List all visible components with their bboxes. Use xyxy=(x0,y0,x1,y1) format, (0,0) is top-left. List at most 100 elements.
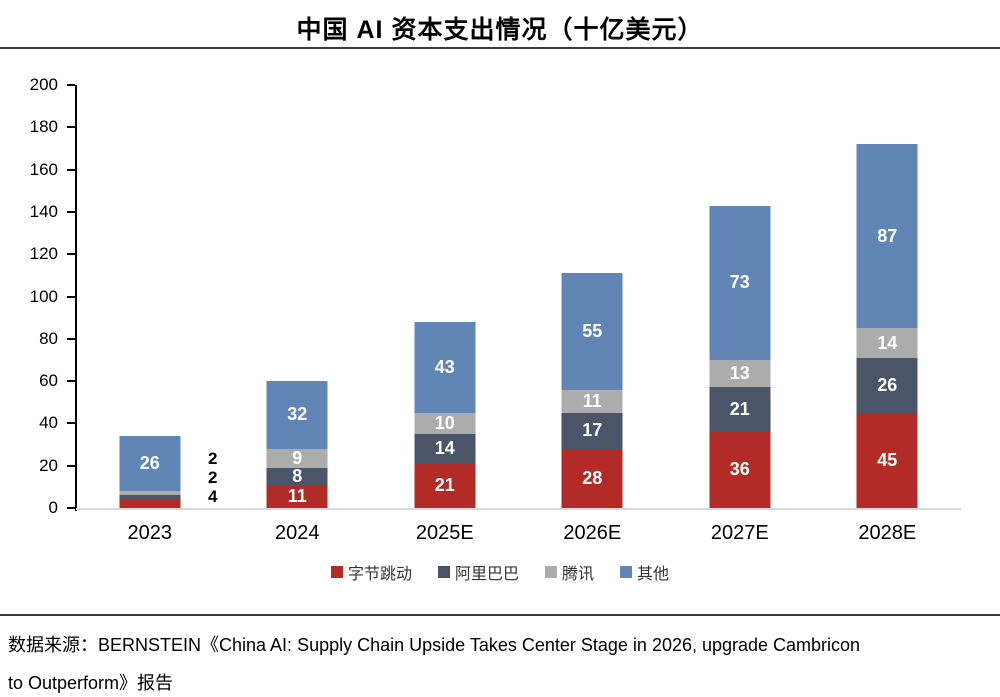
stacked-bar: 11 8 9 32 xyxy=(266,381,328,508)
legend-swatch xyxy=(437,566,450,578)
y-axis-tick-label: 20 xyxy=(39,455,58,475)
chart-title: 中国 AI 资本支出情况（十亿美元） xyxy=(296,16,704,44)
bar-value-label: 28 xyxy=(582,467,603,488)
x-axis-label: 2025E xyxy=(415,522,474,544)
stacked-bar: 45 26 14 87 xyxy=(856,144,918,508)
bar-slot-2027E: 36 21 13 73 2027E xyxy=(666,85,814,543)
bar-value-label: 11 xyxy=(287,485,307,506)
bar-slot-2025E: 21 14 10 43 2025E xyxy=(371,85,519,543)
bar-slot-2026E: 28 17 11 55 2026E xyxy=(519,85,667,543)
stacked-bar: 21 14 10 43 xyxy=(414,321,476,508)
bar-segment: 32 xyxy=(266,381,328,449)
bar-segment: 21 xyxy=(709,387,771,432)
bar-value-label: 32 xyxy=(287,404,308,425)
bar-segment: 14 xyxy=(414,433,476,464)
bar-value-label: 10 xyxy=(434,412,455,433)
stacked-bar: 28 17 11 55 xyxy=(561,273,623,508)
y-axis-tick xyxy=(67,253,75,256)
bar-segment: 14 xyxy=(856,328,918,358)
y-axis-tick xyxy=(67,464,75,467)
y-axis-tick xyxy=(67,380,75,383)
y-axis-tick-label: 140 xyxy=(29,201,58,221)
y-axis-tick-label: 200 xyxy=(29,75,58,94)
bottom-divider xyxy=(0,614,1000,616)
x-axis-label: 2023 xyxy=(127,522,173,544)
bar-slot-2023: 26 2 2 4 2023 xyxy=(76,85,226,543)
legend-item: 其他 xyxy=(620,560,669,584)
bar-value-label: 55 xyxy=(582,320,603,341)
legend: 字节跳动 阿里巴巴 腾讯 其他 xyxy=(0,560,1000,584)
bar-segment: 9 xyxy=(266,447,328,468)
bar-segment: 26 xyxy=(119,436,181,492)
bars-container: 26 2 2 4 2023 11 8 9 32 2024 21 14 10 43 2025E 28 17 11 55… xyxy=(76,85,962,543)
legend-swatch xyxy=(620,566,633,578)
bar-value-label: 11 xyxy=(582,390,602,411)
y-axis-tick-label: 120 xyxy=(29,244,58,264)
x-axis-label: 2028E xyxy=(858,522,917,544)
bar-segment xyxy=(119,495,181,500)
bar-value-label: 26 xyxy=(139,453,160,474)
y-axis-tick xyxy=(67,337,75,340)
bar-segment: 21 xyxy=(414,463,476,508)
y-axis-tick xyxy=(67,168,75,171)
stacked-bar: 26 xyxy=(119,436,181,508)
bar-value-label: 21 xyxy=(729,399,750,420)
x-axis-label: 2026E xyxy=(563,522,622,544)
bar-segment: 28 xyxy=(561,448,623,508)
bar-value-label-outside: 4 xyxy=(208,487,218,506)
legend-label: 腾讯 xyxy=(562,566,595,583)
x-axis-label: 2027E xyxy=(710,522,769,544)
bar-segment: 11 xyxy=(266,484,328,508)
bar-value-label: 45 xyxy=(877,449,898,470)
bar-value-label: 17 xyxy=(582,420,603,441)
bar-segment: 17 xyxy=(561,412,623,449)
bar-segment xyxy=(119,491,181,496)
y-axis-tick xyxy=(67,126,75,129)
bar-value-label: 26 xyxy=(877,374,898,395)
legend-swatch xyxy=(330,566,343,578)
bar-segment: 26 xyxy=(856,357,918,413)
bar-segment: 45 xyxy=(856,412,918,508)
bar-value-label: 9 xyxy=(292,447,303,468)
bar-segment: 73 xyxy=(709,205,771,360)
y-axis-tick xyxy=(67,295,75,298)
bar-value-label: 43 xyxy=(434,356,455,377)
bar-value-label: 36 xyxy=(729,459,750,480)
source-line-2: to Outperform》报告 xyxy=(8,673,174,693)
bar-segment: 87 xyxy=(856,144,918,329)
legend-label: 字节跳动 xyxy=(347,566,412,583)
bar-value-label: 13 xyxy=(729,363,750,384)
bar-segment xyxy=(119,499,181,508)
legend-item: 腾讯 xyxy=(545,560,594,584)
bar-value-label: 14 xyxy=(877,332,898,353)
bar-value-label: 21 xyxy=(434,475,455,496)
bar-value-label-outside: 2 xyxy=(208,449,218,468)
y-axis-tick-label: 100 xyxy=(29,286,58,306)
bar-slot-2028E: 45 26 14 87 2028E xyxy=(814,85,962,543)
bar-segment: 55 xyxy=(561,273,623,390)
bar-value-label: 87 xyxy=(877,225,898,246)
y-axis-tick xyxy=(67,84,75,86)
y-axis-tick xyxy=(67,507,75,509)
y-axis-tick-label: 180 xyxy=(29,117,58,137)
y-axis-tick xyxy=(67,422,75,425)
y-axis-tick xyxy=(67,210,75,213)
y-axis-line xyxy=(75,85,77,511)
bar-value-label-outside: 2 xyxy=(208,468,218,487)
x-axis-baseline xyxy=(76,508,961,510)
bar-segment: 8 xyxy=(266,465,328,486)
plot-area: 0 20 40 60 80 100 120 140 160 180 200 26 2 2 4 2023 11 8… xyxy=(0,76,1000,543)
bar-segment: 10 xyxy=(414,412,476,434)
y-axis-tick-label: 60 xyxy=(39,371,58,391)
legend-item: 阿里巴巴 xyxy=(437,560,519,584)
top-divider xyxy=(0,47,1000,49)
legend-item: 字节跳动 xyxy=(330,560,412,584)
bar-value-label: 14 xyxy=(434,438,455,459)
legend-swatch xyxy=(545,566,557,578)
bar-value-label: 8 xyxy=(292,465,303,486)
y-axis-tick-label: 40 xyxy=(39,413,58,433)
bar-segment: 13 xyxy=(709,359,771,388)
bar-value-label: 73 xyxy=(729,272,750,293)
